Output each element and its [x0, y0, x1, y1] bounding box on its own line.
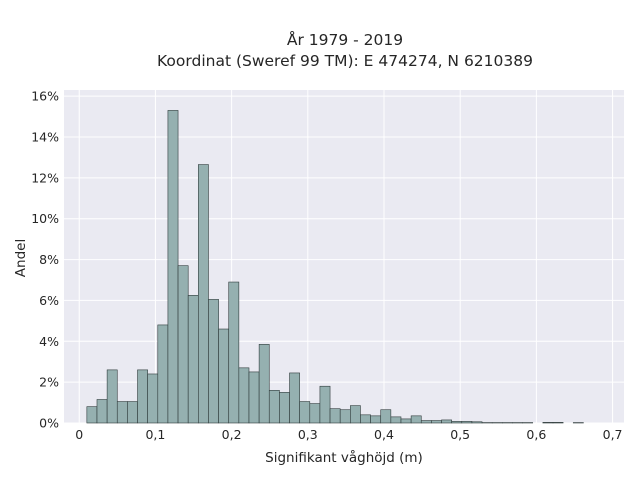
histogram-bar [420, 420, 432, 424]
y-tick-label: 2% [39, 375, 59, 390]
histogram-bar [329, 408, 341, 424]
histogram-bar [279, 392, 290, 424]
x-tick-label: 0,6 [526, 427, 546, 442]
histogram-bar [461, 421, 473, 424]
y-tick-label: 4% [39, 334, 59, 349]
x-axis-label: Signifikant våghöjd (m) [265, 449, 423, 466]
x-tick-label: 0,5 [450, 427, 470, 442]
histogram-bar [96, 399, 108, 424]
histogram-bar [451, 421, 463, 424]
histogram-bar [187, 295, 199, 424]
histogram-bar [208, 299, 219, 424]
y-tick-label: 14% [31, 129, 59, 144]
histogram-bar [167, 110, 179, 424]
histogram-bar [116, 401, 128, 424]
histogram-bar [137, 369, 148, 424]
histogram-bar [431, 420, 442, 424]
histogram-bar [238, 367, 250, 424]
histogram-bar [542, 422, 554, 424]
chart-title-line-1: År 1979 - 2019 [287, 30, 403, 49]
y-axis-ticks: 0% 2% 4% 6% 8% 10% 12% 14% 16% [31, 89, 59, 431]
histogram-bar [86, 406, 98, 424]
y-axis-label: Andel [13, 239, 29, 277]
grid-lines [64, 90, 624, 424]
chart-title-line-2: Koordinat (Sweref 99 TM): E 474274, N 62… [157, 52, 533, 70]
histogram-bar [410, 415, 422, 424]
y-tick-label: 10% [31, 211, 59, 226]
histogram-bar [106, 369, 118, 424]
histogram-bar [157, 324, 169, 424]
histogram-bar [309, 403, 321, 424]
histogram-bar [350, 405, 361, 424]
histogram-bar [441, 419, 452, 424]
y-tick-label: 12% [31, 170, 59, 185]
histogram-bar [248, 371, 260, 424]
y-tick-label: 6% [39, 293, 59, 308]
histogram-bar [299, 401, 311, 424]
x-tick-label: 0,1 [145, 427, 165, 442]
y-tick-label: 0% [39, 416, 59, 431]
histogram-bar [289, 372, 300, 424]
x-tick-label: 0,2 [222, 427, 242, 442]
histogram-bar [552, 422, 564, 424]
x-tick-label: 0,4 [374, 427, 394, 442]
histogram-bar [268, 390, 280, 424]
histogram-bar [218, 328, 230, 424]
histogram-bar [198, 164, 209, 424]
x-tick-label: 0,3 [298, 427, 318, 442]
histogram-bar [127, 401, 138, 424]
histogram-bar [390, 416, 402, 424]
histogram-bar [339, 409, 351, 424]
histogram-bars [86, 110, 584, 424]
x-tick-label: 0 [75, 427, 83, 442]
histogram-bar [380, 409, 392, 424]
x-axis-ticks: 0 0,1 0,2 0,3 0,4 0,5 0,6 0,7 [75, 427, 622, 442]
histogram-bar [400, 418, 412, 424]
x-tick-label: 0,7 [603, 427, 623, 442]
histogram-bar [147, 373, 159, 424]
histogram-bar [370, 415, 382, 424]
plot-area [64, 90, 624, 423]
histogram-bar [177, 265, 189, 424]
histogram-bar [228, 281, 240, 424]
histogram-bar [360, 414, 371, 424]
y-tick-label: 16% [31, 89, 59, 104]
y-tick-label: 8% [39, 252, 59, 267]
histogram-bar [471, 421, 483, 424]
histogram-bar [319, 385, 331, 424]
histogram-bar [258, 344, 270, 424]
